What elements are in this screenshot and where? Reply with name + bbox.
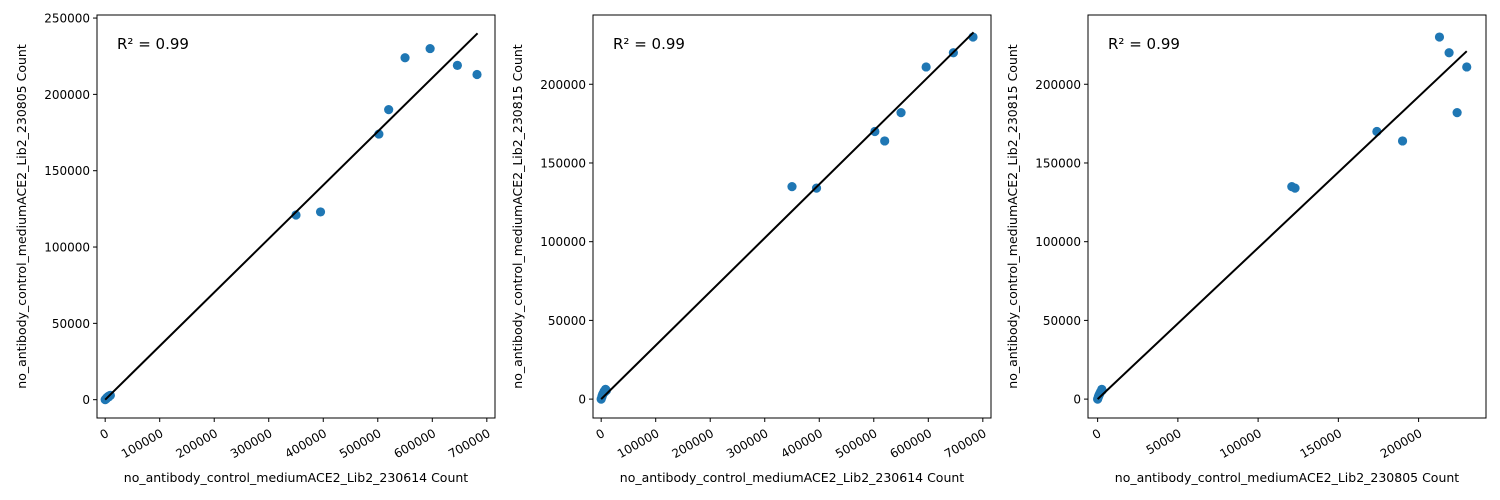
x-tick-label: 200000	[1378, 426, 1425, 461]
x-tick-label: 50000	[1144, 426, 1184, 457]
r-squared-annotation: R² = 0.99	[1108, 35, 1180, 53]
x-tick-label: 700000	[446, 426, 493, 461]
data-point	[1290, 183, 1300, 193]
scatter-points	[100, 43, 482, 405]
data-point	[1452, 108, 1462, 118]
x-tick-label: 0	[97, 426, 111, 442]
axes-frame	[592, 14, 992, 419]
y-tick-label: 100000	[1035, 235, 1081, 249]
x-tick-label: 600000	[888, 426, 935, 461]
x-tick-label: 600000	[392, 426, 439, 461]
y-tick-label: 100000	[540, 235, 586, 249]
x-axis-label: no_antibody_control_mediumACE2_Lib2_2308…	[1115, 470, 1460, 485]
x-tick-label: 0	[593, 426, 607, 442]
r-squared-annotation: R² = 0.99	[613, 35, 685, 53]
x-tick-label: 300000	[724, 426, 771, 461]
data-point	[921, 62, 931, 72]
y-tick-label: 150000	[540, 156, 586, 170]
fit-line	[1096, 50, 1468, 400]
data-point	[472, 69, 482, 80]
y-tick-label: 200000	[1035, 78, 1081, 92]
data-point	[870, 126, 880, 137]
axes-frame	[1087, 14, 1487, 419]
y-tick-label: 200000	[44, 88, 90, 102]
x-tick-label: 300000	[228, 426, 275, 461]
x-tick-label: 100000	[119, 426, 166, 461]
y-tick-label: 150000	[1035, 156, 1081, 170]
y-tick-label: 200000	[540, 78, 586, 92]
y-tick-label: 0	[1073, 393, 1081, 407]
y-tick-label: 0	[82, 393, 90, 407]
y-axis-label: no_antibody_control_mediumACE2_Lib2_2308…	[14, 44, 29, 389]
data-point	[1434, 32, 1445, 42]
x-tick-label: 200000	[669, 426, 716, 461]
y-axis-label: no_antibody_control_mediumACE2_Lib2_2308…	[510, 44, 525, 389]
fit-line	[600, 31, 975, 400]
y-tick-label: 50000	[52, 317, 90, 331]
x-tick-label: 500000	[337, 426, 384, 461]
y-tick-label: 50000	[1043, 314, 1081, 328]
x-tick-label: 400000	[282, 426, 329, 461]
x-tick-label: 500000	[833, 426, 880, 461]
y-tick-label: 50000	[548, 314, 586, 328]
r-squared-annotation: R² = 0.99	[117, 35, 189, 53]
y-tick-label: 250000	[44, 12, 90, 26]
chart-panel-2: 0 100000 200000 300000 400000 500000 600000 700…	[510, 14, 992, 485]
fit-line	[104, 32, 479, 401]
data-point	[1444, 48, 1454, 58]
data-point	[315, 207, 326, 217]
y-tick-label: 100000	[44, 241, 90, 255]
chart-panel-3: 0 50000 100000 150000 200000 0 50000 100000 1500…	[1005, 14, 1487, 485]
data-point	[1462, 62, 1472, 72]
x-tick-label: 700000	[942, 426, 989, 461]
data-point	[896, 108, 906, 118]
data-point	[787, 181, 797, 192]
x-tick-label: 0	[1090, 426, 1104, 442]
y-axis-label: no_antibody_control_mediumACE2_Lib2_2308…	[1005, 44, 1020, 389]
data-point	[384, 105, 394, 115]
data-point	[880, 136, 890, 146]
x-tick-label: 100000	[1217, 426, 1264, 461]
data-point	[291, 210, 301, 220]
axes-frame	[96, 14, 496, 419]
y-tick-label: 0	[578, 393, 586, 407]
data-point	[452, 60, 462, 70]
y-tick-label: 150000	[44, 164, 90, 178]
x-axis-label: no_antibody_control_mediumACE2_Lib2_2306…	[124, 470, 469, 485]
x-tick-label: 400000	[778, 426, 825, 461]
x-tick-label: 100000	[615, 426, 662, 461]
scatter-points	[1093, 32, 1472, 404]
data-point	[400, 53, 410, 63]
x-axis-label: no_antibody_control_mediumACE2_Lib2_2306…	[620, 470, 965, 485]
chart-panel-1: 0 100000 200000 300000 400000 500000 600000 700…	[14, 12, 496, 485]
x-tick-label: 200000	[173, 426, 220, 461]
data-point	[425, 43, 435, 54]
data-point	[1397, 136, 1408, 146]
x-tick-label: 150000	[1298, 426, 1345, 461]
